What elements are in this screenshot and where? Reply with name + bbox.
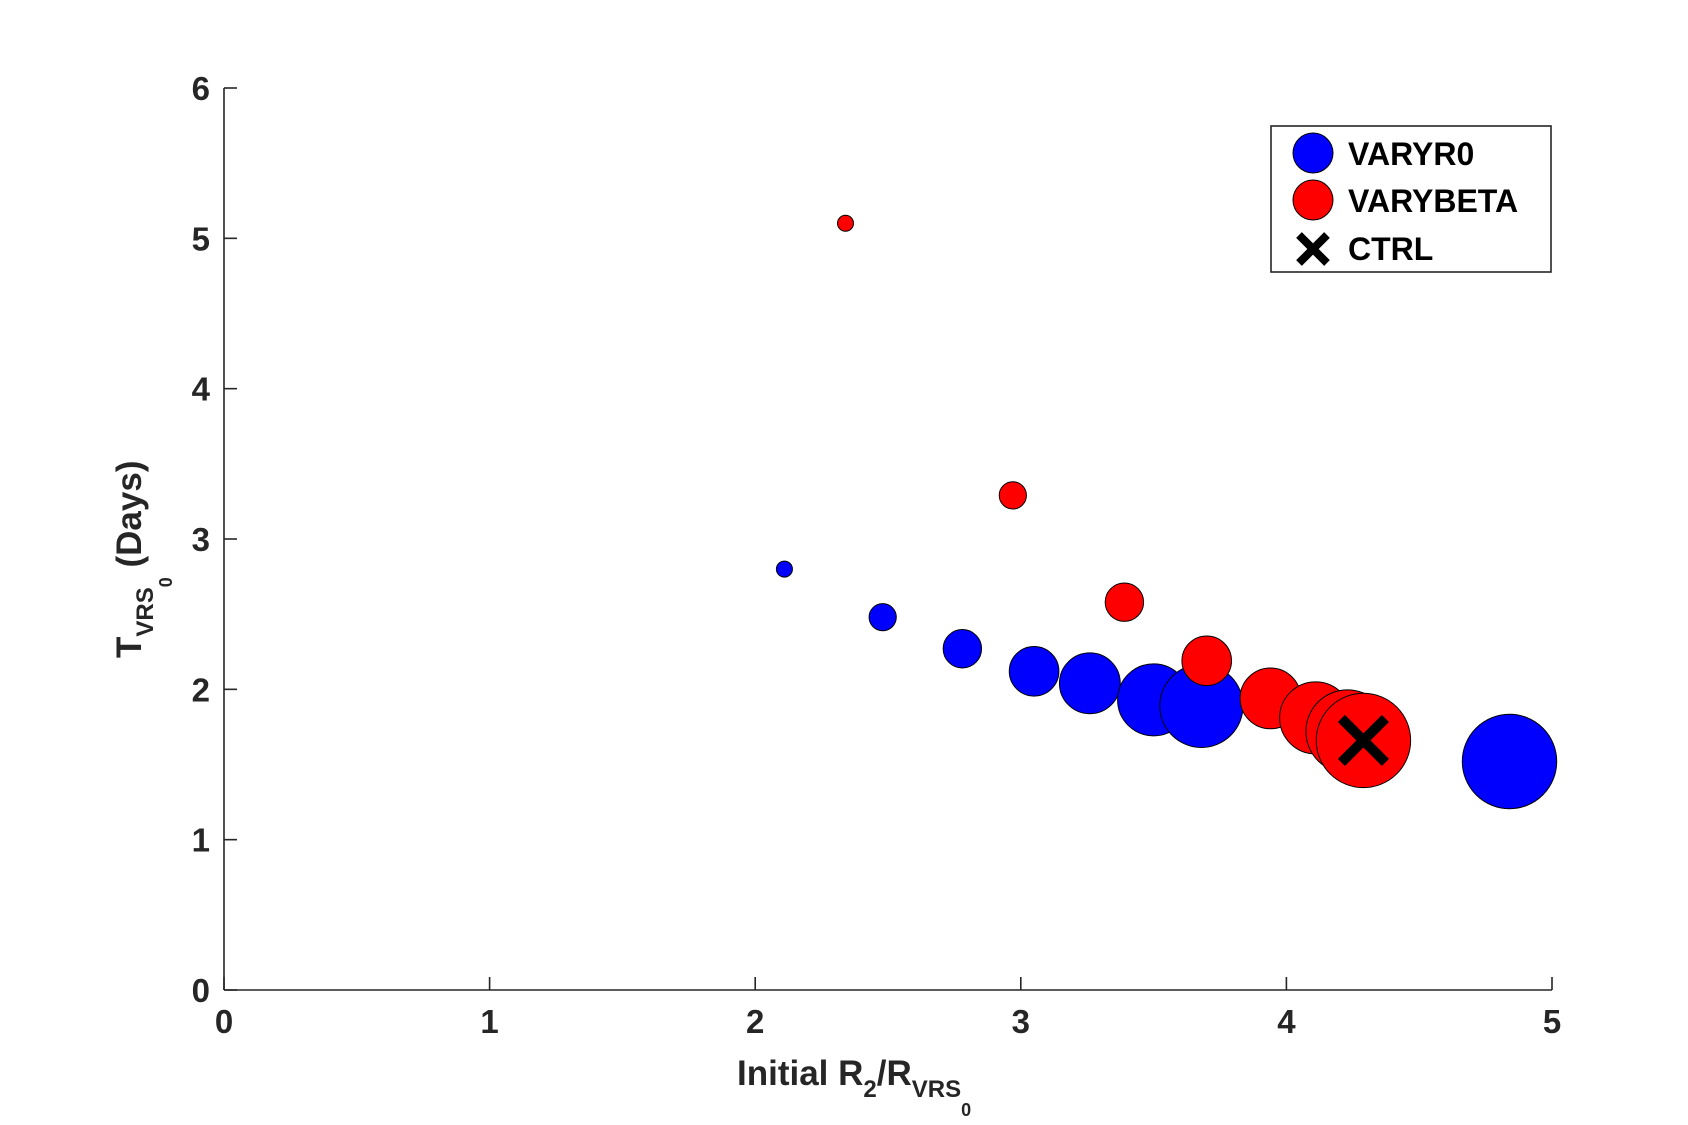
data-point-varyr0 — [775, 560, 793, 578]
legend: VARYR0 VARYBETA CTRL — [1270, 125, 1552, 273]
x-axis-title-sub2: VRS — [912, 1076, 961, 1103]
y-tick-label: 1 — [192, 822, 210, 859]
x-tick-label: 3 — [1012, 1003, 1030, 1040]
data-point-varyr0 — [1008, 645, 1060, 697]
legend-label-ctrl: CTRL — [1348, 231, 1433, 267]
x-axis-title: Initial R2/RVRS0 — [737, 1054, 971, 1120]
data-point-varybeta — [1181, 635, 1233, 687]
data-point-ctrl — [1337, 714, 1389, 766]
data-point-varyr0 — [1461, 713, 1558, 810]
y-tick-label: 0 — [192, 972, 210, 1009]
y-axis-title: TVRS0 (Days) — [110, 461, 176, 658]
x-axis-title-subsub: 0 — [961, 1100, 971, 1120]
legend-label-varybeta: VARYBETA — [1348, 183, 1518, 219]
y-axis-title-subsub: 0 — [156, 577, 176, 587]
x-tick-label: 5 — [1543, 1003, 1561, 1040]
x-tick-label: 1 — [480, 1003, 498, 1040]
y-tick-label: 3 — [192, 521, 210, 558]
y-tick-label: 4 — [192, 371, 211, 408]
x-tick-label: 4 — [1277, 1003, 1296, 1040]
y-axis-ticks: 0 1 2 3 4 5 6 — [192, 70, 237, 1009]
y-tick-label: 2 — [192, 671, 210, 708]
plot-area: 0 1 2 3 4 5 0 1 2 3 4 5 6 — [192, 70, 1562, 1040]
y-axis-title-main: T — [110, 637, 149, 658]
data-point-varybeta — [837, 214, 855, 232]
legend-marker-varyr0 — [1292, 132, 1334, 174]
data-point-varyr0 — [942, 629, 983, 669]
y-tick-label: 6 — [192, 70, 210, 107]
y-axis-title-rest: (Days) — [110, 461, 149, 578]
y-axis-title-sub: VRS — [132, 587, 159, 636]
x-axis-title-mid: /R — [877, 1054, 912, 1093]
x-tick-label: 0 — [215, 1003, 233, 1040]
data-point-varyr0 — [868, 603, 897, 632]
data-markers — [775, 214, 1558, 810]
x-axis-title-main: Initial R — [737, 1054, 863, 1093]
x-axis-ticks: 0 1 2 3 4 5 — [215, 977, 1561, 1040]
legend-marker-ctrl — [1296, 232, 1330, 266]
x-axis-title-sub1: 2 — [863, 1076, 876, 1103]
data-point-varybeta — [998, 481, 1027, 510]
x-tick-label: 2 — [746, 1003, 764, 1040]
data-point-varybeta — [1104, 582, 1145, 622]
legend-marker-varybeta — [1292, 179, 1334, 221]
data-point-varyr0 — [1058, 652, 1121, 715]
legend-label-varyr0: VARYR0 — [1348, 136, 1474, 172]
y-tick-label: 5 — [192, 220, 210, 257]
